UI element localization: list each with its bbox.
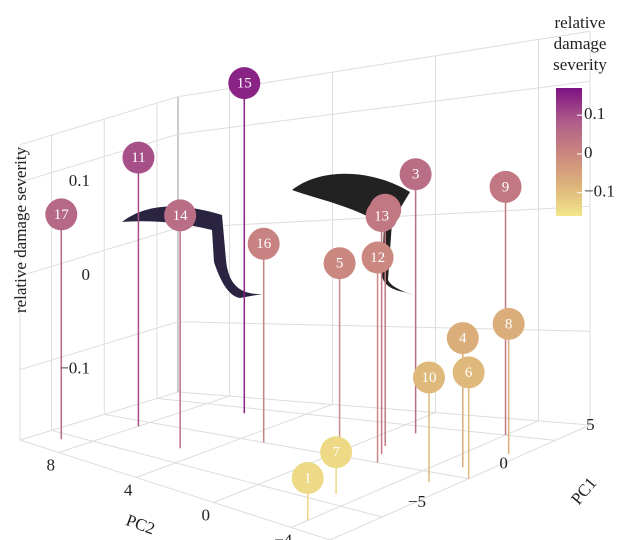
point: 8 [493,308,525,454]
z-tick-label: −0.1 [59,359,90,378]
y-tick-label: 0 [202,505,211,524]
point: 12 [362,242,394,463]
box-edge [20,97,178,145]
colorbar-tick-label: −0.1 [584,182,615,201]
grid-line [59,396,230,452]
box-edge [20,440,330,540]
point: 6 [453,356,485,478]
point-label: 9 [502,179,510,195]
box-edge [330,425,590,540]
points: 15 11 3 9 17 16 2 14 8 13 12 5 4 6 10 7 1 [45,67,524,520]
z-axis-title: relative damage severity [11,146,30,313]
point-label: 14 [173,208,189,224]
point: 10 [413,361,445,482]
point: 14 [164,199,196,448]
grid-line [20,228,178,276]
point-label: 15 [237,76,252,92]
point: 5 [324,247,356,465]
point-label: 3 [412,167,420,183]
colorbar: −0.1 0 0.1 [556,88,615,216]
grid-line [20,322,178,370]
y-axis-title: PC2 [124,511,158,539]
x-tick-label: −5 [408,492,426,511]
x-tick-label: 0 [499,454,508,473]
point: 2 [369,194,401,446]
point-label: 4 [459,331,467,347]
y-tick-label: −4 [274,530,293,540]
point-label: 17 [54,207,70,223]
wing-shape [292,174,416,296]
point-label: 16 [256,236,272,252]
point-label: 13 [374,208,389,224]
colorbar-title: relative damage severity [535,12,625,75]
z-tick-label: 0 [82,265,91,284]
point: 16 [248,228,280,443]
plot: −505−4048−0.100.1 1511391716214813125461… [0,0,625,540]
point: 4 [447,322,479,467]
box-edge [178,392,590,425]
point-label: 8 [505,316,513,332]
chart: −505−4048−0.100.1 1511391716214813125461… [0,0,625,540]
point: 1 [292,462,324,520]
point: 11 [122,142,154,427]
grid-line [291,421,538,528]
y-tick-label: 4 [124,480,133,499]
point-label: 11 [131,150,145,166]
point-label: 1 [304,470,312,486]
grid-line [178,322,590,332]
point-label: 7 [332,445,340,461]
point-label: 5 [336,256,344,272]
box-edge [20,392,178,440]
point-label: 10 [421,370,436,386]
point: 7 [320,436,352,494]
point: 17 [45,198,77,439]
colorbar-bar [556,88,582,216]
y-tick-label: 8 [47,455,56,474]
point-label: 12 [370,250,385,266]
x-axis-title: PC1 [567,474,600,509]
z-tick-label: 0.1 [69,171,90,190]
colorbar-tick-label: 0.1 [584,104,605,123]
x-tick-label: 5 [586,415,595,434]
colorbar-tick-label: 0 [584,143,593,162]
point-label: 6 [465,365,473,381]
